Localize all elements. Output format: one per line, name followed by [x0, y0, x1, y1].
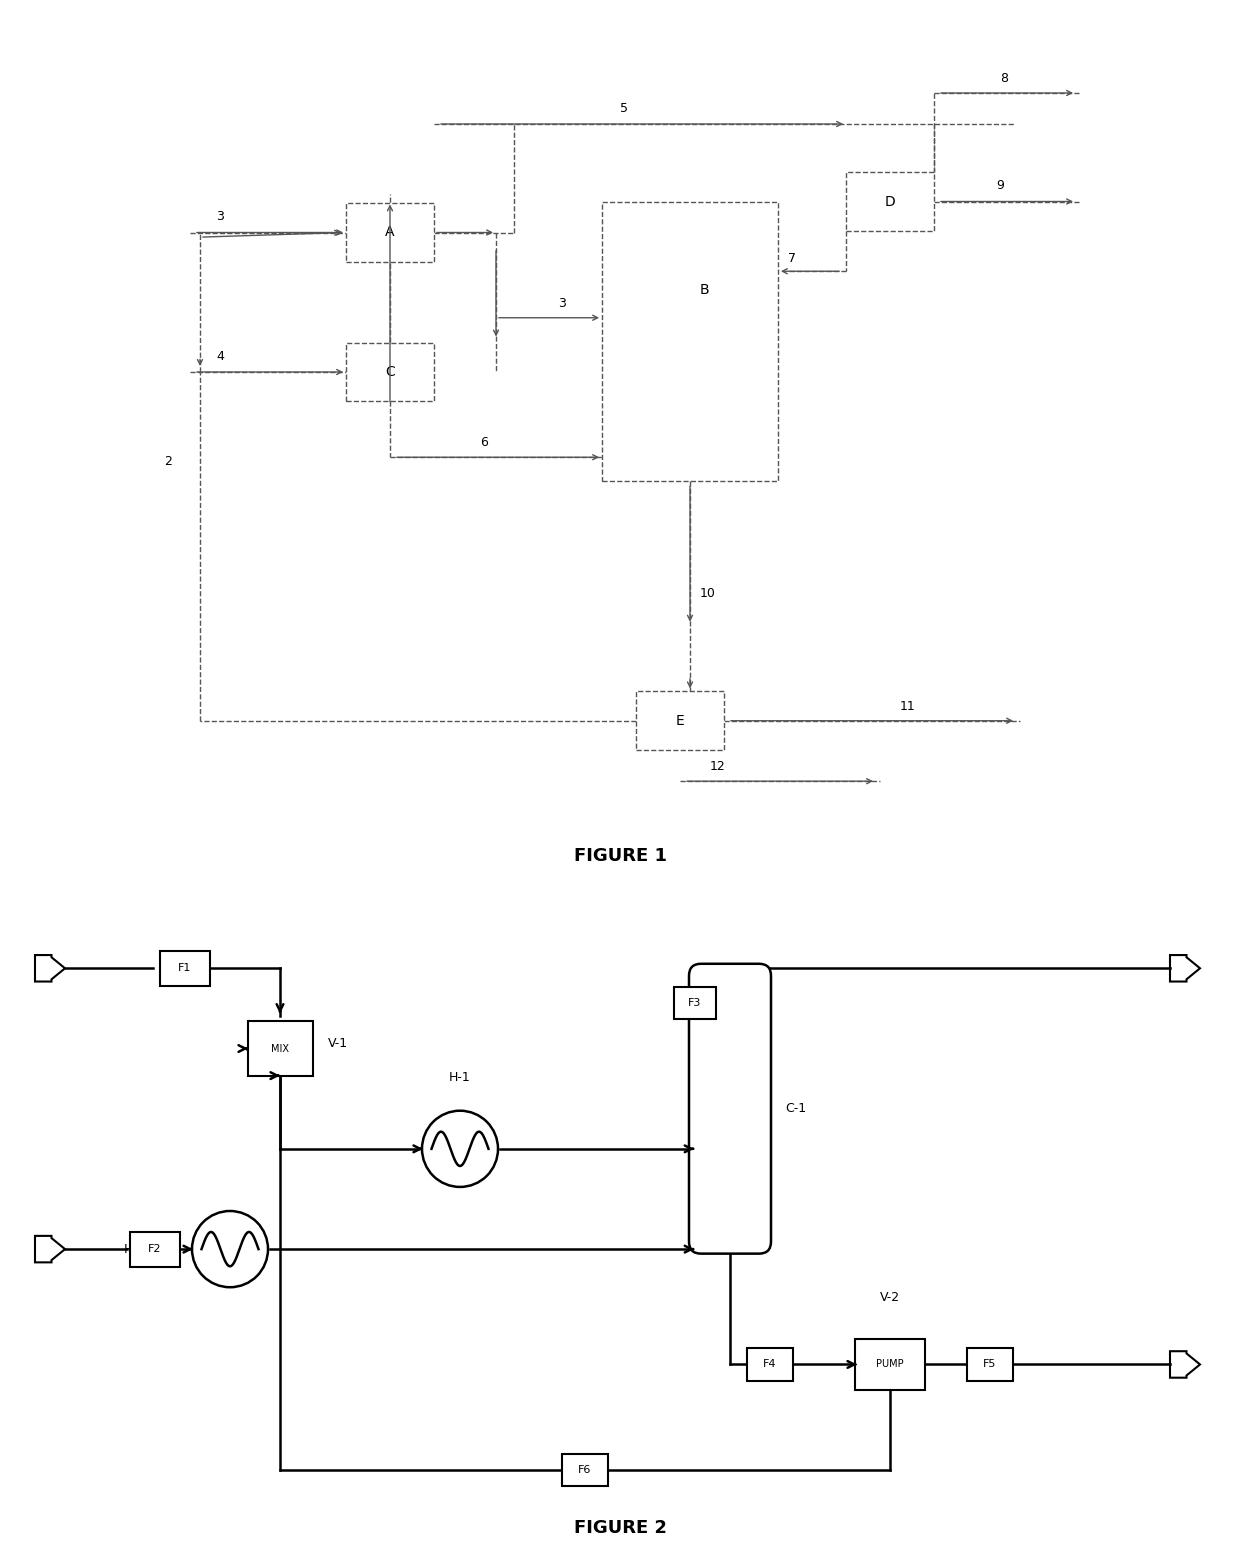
Text: F6: F6 — [578, 1465, 591, 1474]
Text: H-1: H-1 — [449, 1071, 471, 1083]
Text: 7: 7 — [787, 253, 796, 265]
Text: 4: 4 — [216, 350, 224, 363]
Bar — [346, 343, 434, 401]
FancyBboxPatch shape — [689, 964, 771, 1254]
Text: F3: F3 — [688, 998, 702, 1009]
Text: PUMP: PUMP — [877, 1359, 904, 1370]
Text: F5: F5 — [983, 1359, 997, 1370]
Bar — [130, 1232, 180, 1266]
Text: A: A — [386, 225, 394, 240]
Text: 3: 3 — [216, 211, 224, 223]
Text: V-2: V-2 — [880, 1291, 900, 1304]
Text: C: C — [386, 364, 394, 380]
Text: 11: 11 — [900, 701, 916, 713]
Text: FIGURE 2: FIGURE 2 — [573, 1519, 667, 1538]
Text: D: D — [884, 194, 895, 209]
Text: MIX: MIX — [272, 1043, 289, 1054]
Bar — [846, 172, 934, 231]
Text: 6: 6 — [480, 437, 487, 450]
Text: F4: F4 — [764, 1359, 776, 1370]
Text: F2: F2 — [149, 1245, 161, 1254]
Bar — [636, 691, 724, 750]
Bar — [160, 950, 210, 986]
Text: 3: 3 — [558, 298, 565, 310]
Text: F1: F1 — [179, 963, 192, 973]
Bar — [562, 1454, 608, 1486]
Bar — [967, 1348, 1013, 1381]
Text: 2: 2 — [164, 456, 172, 468]
Text: 9: 9 — [996, 180, 1004, 192]
Bar — [601, 202, 777, 480]
Text: 5: 5 — [620, 102, 627, 115]
Text: FIGURE 1: FIGURE 1 — [573, 846, 667, 865]
Bar — [856, 1339, 925, 1389]
Text: 8: 8 — [999, 73, 1008, 85]
Text: B: B — [701, 284, 709, 298]
Text: 12: 12 — [711, 761, 725, 773]
Bar — [248, 1021, 312, 1076]
Bar — [346, 203, 434, 262]
Text: H-2: H-2 — [124, 1243, 146, 1256]
Text: V-1: V-1 — [329, 1037, 348, 1049]
Bar — [746, 1348, 794, 1381]
Text: E: E — [676, 713, 684, 728]
Text: 10: 10 — [701, 587, 715, 600]
Bar — [675, 987, 715, 1020]
Text: C-1: C-1 — [785, 1102, 806, 1114]
